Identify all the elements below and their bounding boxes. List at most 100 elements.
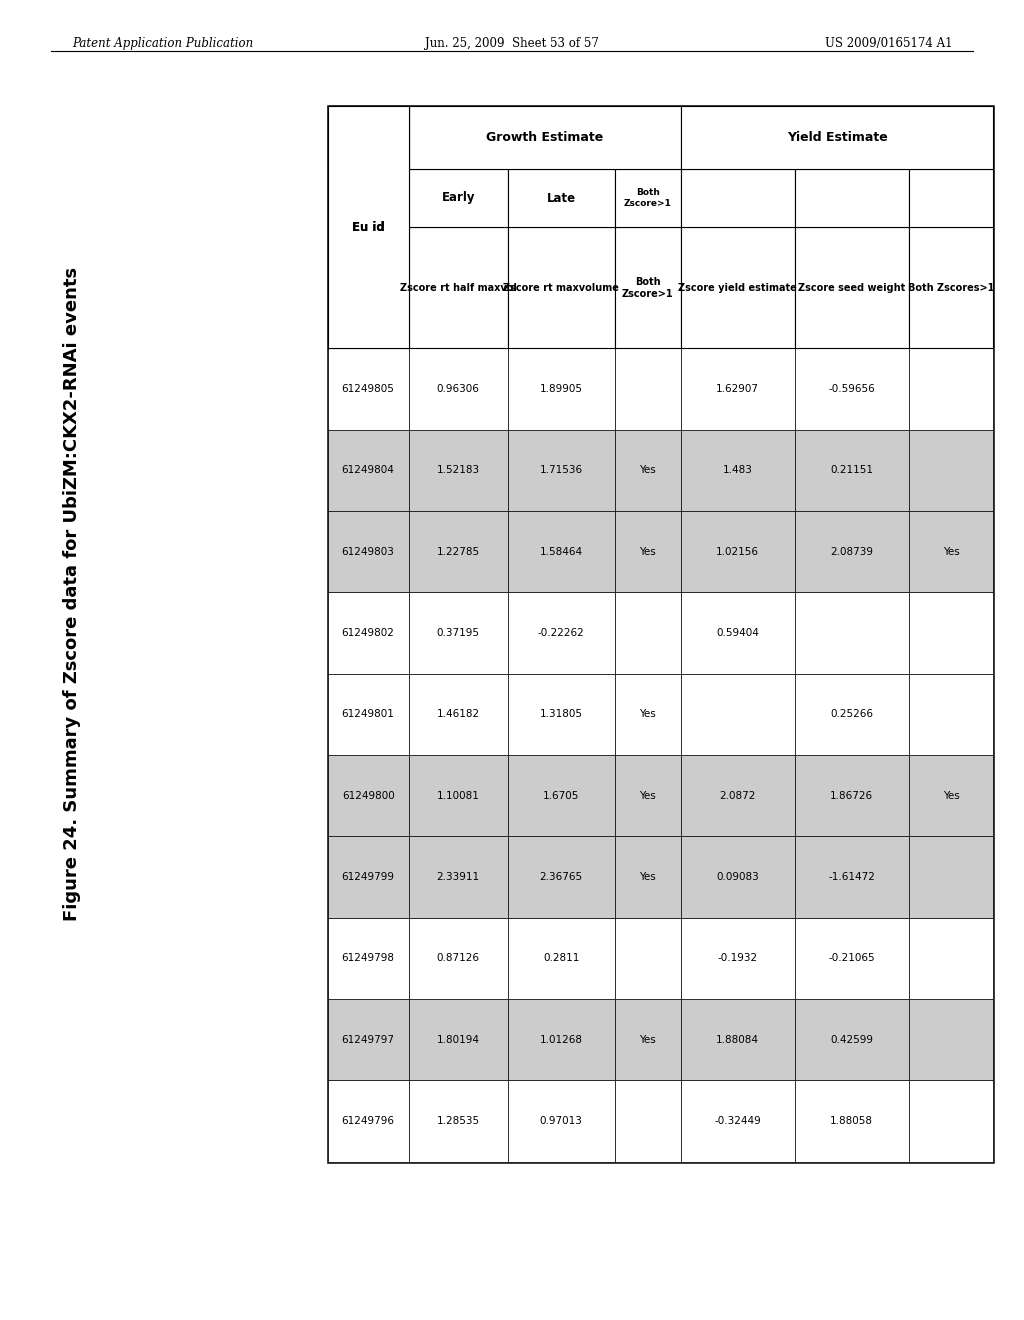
Bar: [795, 999, 908, 1080]
Bar: [908, 1080, 993, 1162]
Text: 61249801: 61249801: [342, 709, 394, 719]
Bar: [908, 593, 993, 673]
Bar: [508, 917, 614, 999]
Text: 1.22785: 1.22785: [436, 546, 480, 557]
Text: US 2009/0165174 A1: US 2009/0165174 A1: [824, 37, 952, 50]
Text: -0.21065: -0.21065: [828, 953, 876, 964]
Bar: [409, 673, 508, 755]
Bar: [328, 837, 409, 917]
Bar: [795, 917, 908, 999]
Text: Figure 24. Summary of Zscore data for UbiZM:CKX2-RNAi events: Figure 24. Summary of Zscore data for Ub…: [62, 267, 81, 921]
Text: 1.28535: 1.28535: [436, 1115, 480, 1126]
Bar: [681, 999, 795, 1080]
Text: 1.31805: 1.31805: [540, 709, 583, 719]
Bar: [328, 106, 409, 348]
Bar: [908, 227, 993, 348]
Bar: [409, 837, 508, 917]
Text: 1.10081: 1.10081: [437, 791, 479, 801]
Bar: [908, 917, 993, 999]
Bar: [328, 593, 409, 673]
Text: 1.62907: 1.62907: [716, 384, 759, 395]
Bar: [508, 999, 614, 1080]
Text: Both
Zscore>1: Both Zscore>1: [622, 277, 674, 298]
Bar: [508, 673, 614, 755]
Text: Late: Late: [547, 191, 575, 205]
Text: 61249797: 61249797: [342, 1035, 394, 1044]
Bar: [508, 169, 614, 227]
Text: Zscore yield estimate: Zscore yield estimate: [678, 282, 797, 293]
Bar: [409, 593, 508, 673]
Bar: [908, 999, 993, 1080]
Text: 0.37195: 0.37195: [436, 628, 479, 638]
Bar: [908, 430, 993, 511]
Text: 1.89905: 1.89905: [540, 384, 583, 395]
Text: Yes: Yes: [943, 546, 959, 557]
Text: -0.32449: -0.32449: [715, 1115, 761, 1126]
Text: 61249805: 61249805: [342, 384, 394, 395]
Bar: [409, 227, 508, 348]
Bar: [795, 1080, 908, 1162]
Text: 0.25266: 0.25266: [830, 709, 873, 719]
Text: Growth Estimate: Growth Estimate: [486, 131, 603, 144]
Text: Jun. 25, 2009  Sheet 53 of 57: Jun. 25, 2009 Sheet 53 of 57: [425, 37, 599, 50]
Bar: [681, 106, 993, 169]
Bar: [614, 169, 681, 227]
Text: 0.97013: 0.97013: [540, 1115, 583, 1126]
Bar: [795, 755, 908, 837]
Bar: [681, 593, 795, 673]
Bar: [795, 511, 908, 593]
Text: Patent Application Publication: Patent Application Publication: [72, 37, 253, 50]
Text: 61249799: 61249799: [342, 873, 394, 882]
Bar: [908, 511, 993, 593]
Text: 2.36765: 2.36765: [540, 873, 583, 882]
Bar: [614, 593, 681, 673]
Bar: [508, 227, 614, 348]
Text: Yes: Yes: [943, 791, 959, 801]
Text: 61249803: 61249803: [342, 546, 394, 557]
Bar: [614, 673, 681, 755]
Text: 2.08739: 2.08739: [830, 546, 873, 557]
Bar: [681, 673, 795, 755]
Bar: [614, 511, 681, 593]
Text: Both Zscores>1: Both Zscores>1: [908, 282, 994, 293]
Text: 1.80194: 1.80194: [436, 1035, 479, 1044]
Bar: [614, 755, 681, 837]
Bar: [908, 755, 993, 837]
Text: Eu id: Eu id: [352, 220, 384, 234]
Text: 0.87126: 0.87126: [436, 953, 479, 964]
Bar: [908, 837, 993, 917]
Text: 61249800: 61249800: [342, 791, 394, 801]
Bar: [614, 227, 681, 348]
Bar: [681, 227, 795, 348]
Bar: [508, 755, 614, 837]
Bar: [908, 169, 993, 227]
Bar: [409, 106, 681, 169]
Bar: [508, 348, 614, 430]
Bar: [795, 837, 908, 917]
Bar: [681, 1080, 795, 1162]
Bar: [328, 106, 409, 348]
Bar: [328, 430, 409, 511]
Bar: [409, 348, 508, 430]
Bar: [508, 430, 614, 511]
Bar: [614, 999, 681, 1080]
Text: 1.52183: 1.52183: [436, 466, 480, 475]
Text: 2.0872: 2.0872: [720, 791, 756, 801]
Bar: [328, 755, 409, 837]
Bar: [795, 593, 908, 673]
Text: Yes: Yes: [639, 709, 656, 719]
Bar: [681, 430, 795, 511]
Bar: [508, 837, 614, 917]
Text: 0.09083: 0.09083: [717, 873, 759, 882]
Bar: [508, 1080, 614, 1162]
Bar: [681, 755, 795, 837]
Text: 61249796: 61249796: [342, 1115, 394, 1126]
Bar: [508, 593, 614, 673]
Text: Yes: Yes: [639, 466, 656, 475]
Bar: [409, 511, 508, 593]
Text: 2.33911: 2.33911: [436, 873, 480, 882]
Bar: [681, 348, 795, 430]
Text: 61249798: 61249798: [342, 953, 394, 964]
Bar: [409, 430, 508, 511]
Text: Zscore rt half maxvol: Zscore rt half maxvol: [399, 282, 517, 293]
